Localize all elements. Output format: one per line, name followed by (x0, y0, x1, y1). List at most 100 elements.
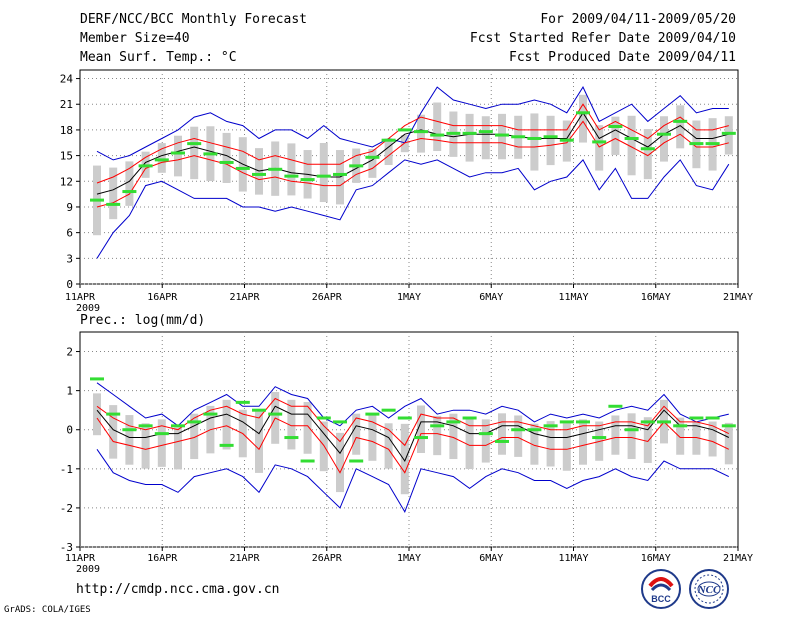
observed-marker (187, 420, 202, 424)
series-lower-line (96, 120, 729, 208)
observed-marker (381, 138, 396, 142)
observed-marker (559, 420, 574, 424)
x-tick-label: 11APR (65, 553, 96, 564)
member-box (384, 138, 393, 166)
observed-marker (219, 160, 234, 164)
member-box (692, 421, 701, 455)
observed-marker (640, 420, 655, 424)
observed-marker (576, 420, 590, 424)
observed-marker (608, 404, 623, 408)
member-box (352, 413, 361, 455)
x-tick-label: 1MAY (397, 553, 421, 564)
y-tick-label: 3 (66, 252, 73, 265)
x-year-label: 2009 (76, 303, 100, 314)
observed-marker (203, 412, 218, 416)
observed-marker (624, 136, 639, 140)
member-box (708, 421, 717, 457)
forecast-period-label: For 2009/04/11-2009/05/20 (540, 12, 736, 27)
observed-marker (543, 135, 558, 139)
observed-marker (430, 424, 445, 428)
observed-marker (268, 412, 283, 416)
member-box (660, 116, 668, 162)
observed-marker (365, 155, 380, 159)
member-box (190, 126, 199, 180)
observed-marker (333, 172, 347, 176)
observed-marker (171, 424, 185, 428)
member-box (627, 413, 636, 460)
y-tick-label: 1 (66, 385, 73, 398)
observed-marker (333, 420, 347, 424)
observed-marker (527, 136, 542, 140)
observed-marker (657, 420, 671, 424)
observed-marker (252, 408, 266, 412)
member-box (125, 415, 134, 465)
member-box (481, 419, 490, 463)
ncc-logo-text: NCC (697, 584, 721, 596)
x-tick-label: 16APR (147, 553, 178, 564)
member-box (627, 115, 636, 176)
observed-marker (268, 167, 283, 171)
x-tick-label: 21APR (229, 292, 260, 303)
series-lower-line (96, 417, 730, 474)
member-box (676, 105, 685, 149)
y-tick-label: 2 (66, 346, 73, 359)
observed-marker (397, 128, 412, 132)
member-box (417, 405, 425, 453)
observed-marker (689, 142, 704, 146)
member-box (400, 135, 409, 153)
x-tick-label: 21MAY (723, 553, 753, 564)
y-tick-label: 12 (60, 175, 73, 188)
observed-marker (122, 428, 137, 432)
observed-marker (592, 436, 607, 440)
member-box (303, 401, 312, 454)
bcc-logo-icon: BCC (641, 569, 681, 609)
bcc-logo-text: BCC (651, 594, 671, 604)
panel-title: Prec.: log(mm/d) (80, 313, 205, 328)
observed-marker (527, 428, 542, 432)
observed-marker (349, 164, 364, 168)
member-box (141, 423, 150, 469)
observed-marker (430, 133, 445, 137)
series-min-line (96, 159, 730, 259)
member-box (157, 419, 166, 467)
y-tick-label: 6 (66, 227, 73, 240)
observed-marker (446, 131, 461, 135)
observed-marker (657, 132, 671, 136)
observed-marker (106, 202, 121, 206)
observed-marker (171, 151, 185, 155)
member-box (643, 417, 652, 463)
observed-marker (462, 131, 477, 135)
observed-marker (414, 436, 428, 440)
y-tick-label: 0 (66, 278, 73, 291)
observed-marker (154, 158, 169, 162)
observed-marker (203, 152, 218, 156)
member-box (255, 411, 263, 473)
observed-marker (705, 416, 720, 420)
observed-marker (576, 111, 590, 115)
member-box (190, 413, 199, 460)
observed-marker (478, 130, 493, 134)
member-box (676, 417, 685, 455)
member-box (400, 423, 409, 495)
y-tick-label: -2 (60, 502, 73, 515)
member-box (465, 417, 474, 470)
y-tick-label: 9 (66, 201, 73, 214)
observed-marker (219, 443, 234, 447)
observed-marker (365, 412, 380, 416)
series-max-line (96, 382, 729, 427)
y-tick-label: 15 (60, 150, 73, 163)
observed-marker (495, 439, 509, 443)
series-upper-line (96, 397, 730, 447)
observed-marker (446, 420, 461, 424)
member-box (109, 167, 118, 220)
member-box (319, 142, 328, 203)
observed-marker (138, 424, 153, 428)
observed-marker (495, 133, 509, 137)
member-box (481, 116, 490, 160)
x-tick-label: 16MAY (641, 553, 671, 564)
x-tick-label: 11MAY (558, 553, 588, 564)
observed-marker (284, 436, 299, 440)
series-mean-line (96, 111, 729, 195)
observed-marker (511, 428, 526, 432)
x-tick-label: 6MAY (479, 292, 503, 303)
